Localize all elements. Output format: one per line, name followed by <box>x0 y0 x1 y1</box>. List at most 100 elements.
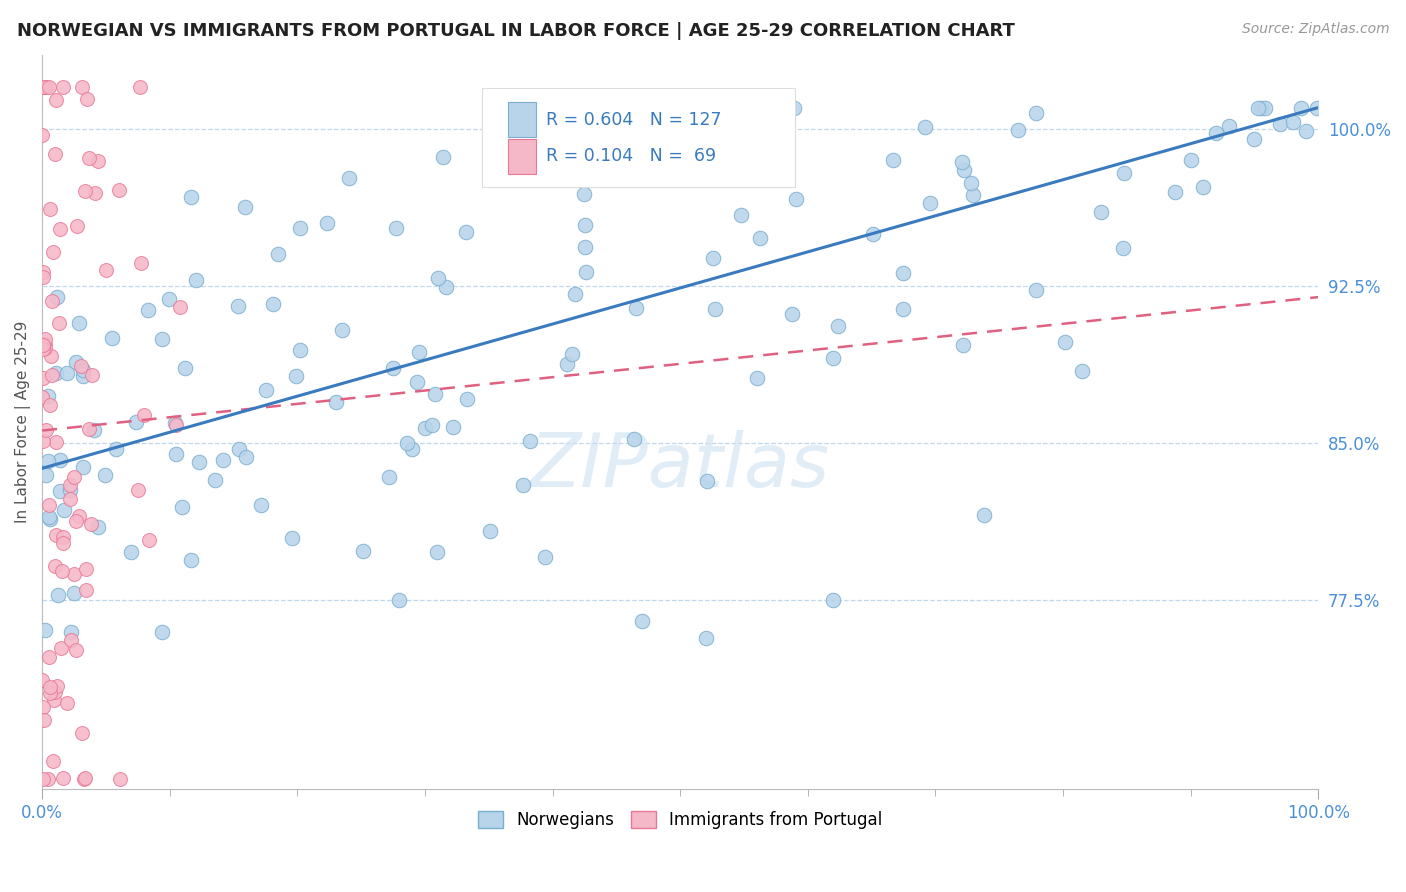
Point <box>31 700 53 714</box>
Point <box>564 287 586 301</box>
Point <box>31 673 53 687</box>
Point <box>32 714 55 728</box>
Point <box>325 394 347 409</box>
Point <box>315 216 337 230</box>
Point <box>1070 364 1092 378</box>
Point <box>129 256 152 270</box>
Legend: Norwegians, Immigrants from Portugal: Norwegians, Immigrants from Portugal <box>471 805 889 836</box>
Point <box>575 265 598 279</box>
Point <box>45 93 67 107</box>
Point <box>39 686 62 700</box>
Point <box>1164 185 1187 199</box>
Point <box>747 371 769 385</box>
Point <box>408 345 430 359</box>
Point <box>45 435 67 450</box>
Point <box>48 316 70 330</box>
Point <box>150 332 173 346</box>
Point <box>75 562 97 576</box>
Point <box>1112 241 1135 255</box>
Point <box>82 368 104 382</box>
Point <box>187 455 209 469</box>
Point <box>737 101 759 115</box>
Point <box>288 221 311 235</box>
Point <box>574 218 596 232</box>
Point <box>129 79 152 94</box>
Point <box>65 514 87 528</box>
Point <box>381 360 404 375</box>
Point <box>63 567 86 582</box>
Point <box>41 293 63 308</box>
Point <box>406 375 429 389</box>
Point <box>32 772 55 786</box>
Point <box>32 342 55 356</box>
Point <box>39 349 62 363</box>
Point <box>48 452 70 467</box>
Point <box>1025 106 1047 120</box>
Point <box>32 371 55 385</box>
Point <box>337 170 360 185</box>
Point <box>56 697 79 711</box>
Point <box>235 201 257 215</box>
Point <box>45 679 67 693</box>
Point <box>44 558 66 573</box>
Point <box>77 422 100 436</box>
Point <box>37 389 59 403</box>
Point <box>284 369 307 384</box>
Point <box>172 500 194 514</box>
Point <box>45 367 67 381</box>
Point <box>413 420 436 434</box>
Point <box>39 512 62 526</box>
Point <box>73 772 96 786</box>
Point <box>65 642 87 657</box>
Point <box>165 417 187 432</box>
Point <box>1090 205 1112 219</box>
Point <box>94 468 117 483</box>
Point <box>94 263 117 277</box>
Point <box>56 367 79 381</box>
Point <box>52 531 75 545</box>
Point <box>65 355 87 369</box>
Point <box>70 359 93 374</box>
Point <box>427 270 450 285</box>
Point <box>70 726 93 740</box>
Point <box>86 153 108 168</box>
Text: Source: ZipAtlas.com: Source: ZipAtlas.com <box>1241 22 1389 37</box>
Point <box>1250 101 1272 115</box>
Point <box>1243 132 1265 146</box>
Point <box>384 221 406 235</box>
Point <box>262 297 284 311</box>
Point <box>108 772 131 786</box>
Point <box>48 588 70 602</box>
Point <box>52 79 75 94</box>
Point <box>519 434 541 448</box>
Point <box>702 251 724 265</box>
Point <box>127 483 149 497</box>
Point <box>952 337 974 351</box>
Point <box>235 450 257 464</box>
Point <box>34 623 56 637</box>
Point <box>38 510 60 524</box>
Point <box>34 423 56 437</box>
Point <box>41 245 63 260</box>
Point <box>228 442 250 456</box>
Point <box>827 319 849 334</box>
Point <box>228 299 250 313</box>
Point <box>31 337 53 351</box>
Point <box>555 357 578 371</box>
Point <box>378 469 401 483</box>
Point <box>512 478 534 492</box>
Point <box>73 184 96 198</box>
Point <box>136 303 159 318</box>
Point <box>32 434 55 449</box>
Point <box>59 483 82 497</box>
Point <box>104 442 127 457</box>
Point <box>77 151 100 165</box>
FancyBboxPatch shape <box>482 88 794 187</box>
Point <box>695 631 717 645</box>
Point <box>288 343 311 357</box>
Point <box>80 517 103 532</box>
Point <box>38 498 60 512</box>
Point <box>46 290 69 304</box>
Text: R = 0.604   N = 127: R = 0.604 N = 127 <box>546 111 721 128</box>
Point <box>920 196 942 211</box>
